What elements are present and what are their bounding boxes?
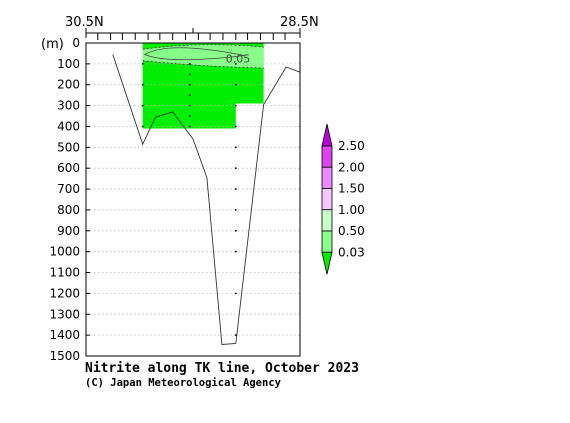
sample-point	[234, 229, 237, 232]
color-legend: 2.50 2.00 1.50 1.00 0.50 0.03	[321, 123, 365, 275]
bottom-topography	[112, 54, 301, 345]
legend-level-label: 1.00	[338, 203, 365, 217]
depth-tick-label: 1300	[49, 307, 80, 321]
depth-tick-label: 1200	[49, 286, 80, 300]
depth-tick-label: 800	[57, 203, 80, 217]
depth-tick-label: 500	[57, 140, 80, 154]
sample-point	[234, 334, 237, 337]
sample-point	[141, 62, 144, 65]
chart-title: Nitrite along TK line, October 2023	[85, 361, 359, 376]
shaded-data-region	[142, 43, 264, 129]
legend-color-swatch	[321, 188, 333, 211]
sample-point	[188, 94, 191, 97]
sample-point	[234, 146, 237, 149]
sample-point	[141, 104, 144, 107]
sample-point	[234, 83, 237, 86]
sample-point	[141, 83, 144, 86]
depth-tick-label: 900	[57, 224, 80, 238]
legend-color-swatch	[321, 145, 333, 168]
sample-point	[234, 104, 237, 107]
legend-color-cap-top	[321, 123, 333, 147]
plot-frame	[85, 42, 301, 357]
sample-point	[188, 125, 191, 128]
sample-points	[141, 62, 237, 337]
legend-color-swatch	[321, 230, 333, 253]
sample-point	[234, 209, 237, 211]
sample-point	[234, 188, 237, 190]
sample-point	[234, 62, 237, 65]
legend-level-label: 1.50	[338, 182, 365, 196]
legend-color-cap-bottom	[321, 251, 333, 275]
contour-lines: 0.05	[142, 44, 264, 69]
legend-level-label: 2.50	[338, 139, 365, 153]
contour-line-lower	[142, 60, 264, 69]
sample-point	[188, 62, 191, 65]
plot-axes: 0 100 200 300 400 500 600 700 800 900 1000 1100 1200…	[49, 28, 301, 363]
legend-level-label: 0.03	[338, 245, 365, 259]
sample-point	[141, 125, 144, 128]
depth-tick-label: 300	[57, 99, 80, 113]
sample-point	[234, 292, 237, 295]
legend-color-swatch	[321, 209, 333, 232]
sample-point	[188, 73, 191, 76]
depth-tick-label: 100	[57, 57, 80, 71]
sample-point	[188, 115, 191, 117]
legend-level-label: 2.00	[338, 160, 365, 174]
lat-label-right: 28.5N	[280, 15, 319, 30]
depth-tick-label: 700	[57, 182, 80, 196]
lighter-band-fill	[142, 44, 264, 69]
depth-tick-label: 1400	[49, 328, 80, 342]
sample-point	[234, 125, 237, 128]
depth-tick-label: 0	[72, 36, 80, 50]
depth-tick-label: 1000	[49, 245, 80, 259]
contour-loop	[143, 47, 245, 61]
contour-line-upper	[142, 44, 264, 50]
unit-label: (m)	[41, 37, 64, 52]
credit-text: (C) Japan Meteorological Agency	[85, 377, 282, 389]
sample-point	[234, 167, 237, 170]
sample-point	[188, 83, 191, 86]
lat-label-left: 30.5N	[65, 15, 104, 30]
sample-point	[234, 250, 237, 253]
legend-level-label: 0.50	[338, 224, 365, 238]
sample-point	[188, 104, 191, 107]
bottom-topography-line	[112, 54, 301, 345]
legend-color-swatch	[321, 166, 333, 189]
depth-tick-label: 1100	[49, 266, 80, 280]
depth-tick-label: 1500	[49, 349, 80, 363]
depth-tick-label: 400	[57, 119, 80, 133]
contour-label: 0.05	[226, 53, 251, 66]
depth-tick-label: 200	[57, 78, 80, 92]
depth-tick-label: 600	[57, 161, 80, 175]
